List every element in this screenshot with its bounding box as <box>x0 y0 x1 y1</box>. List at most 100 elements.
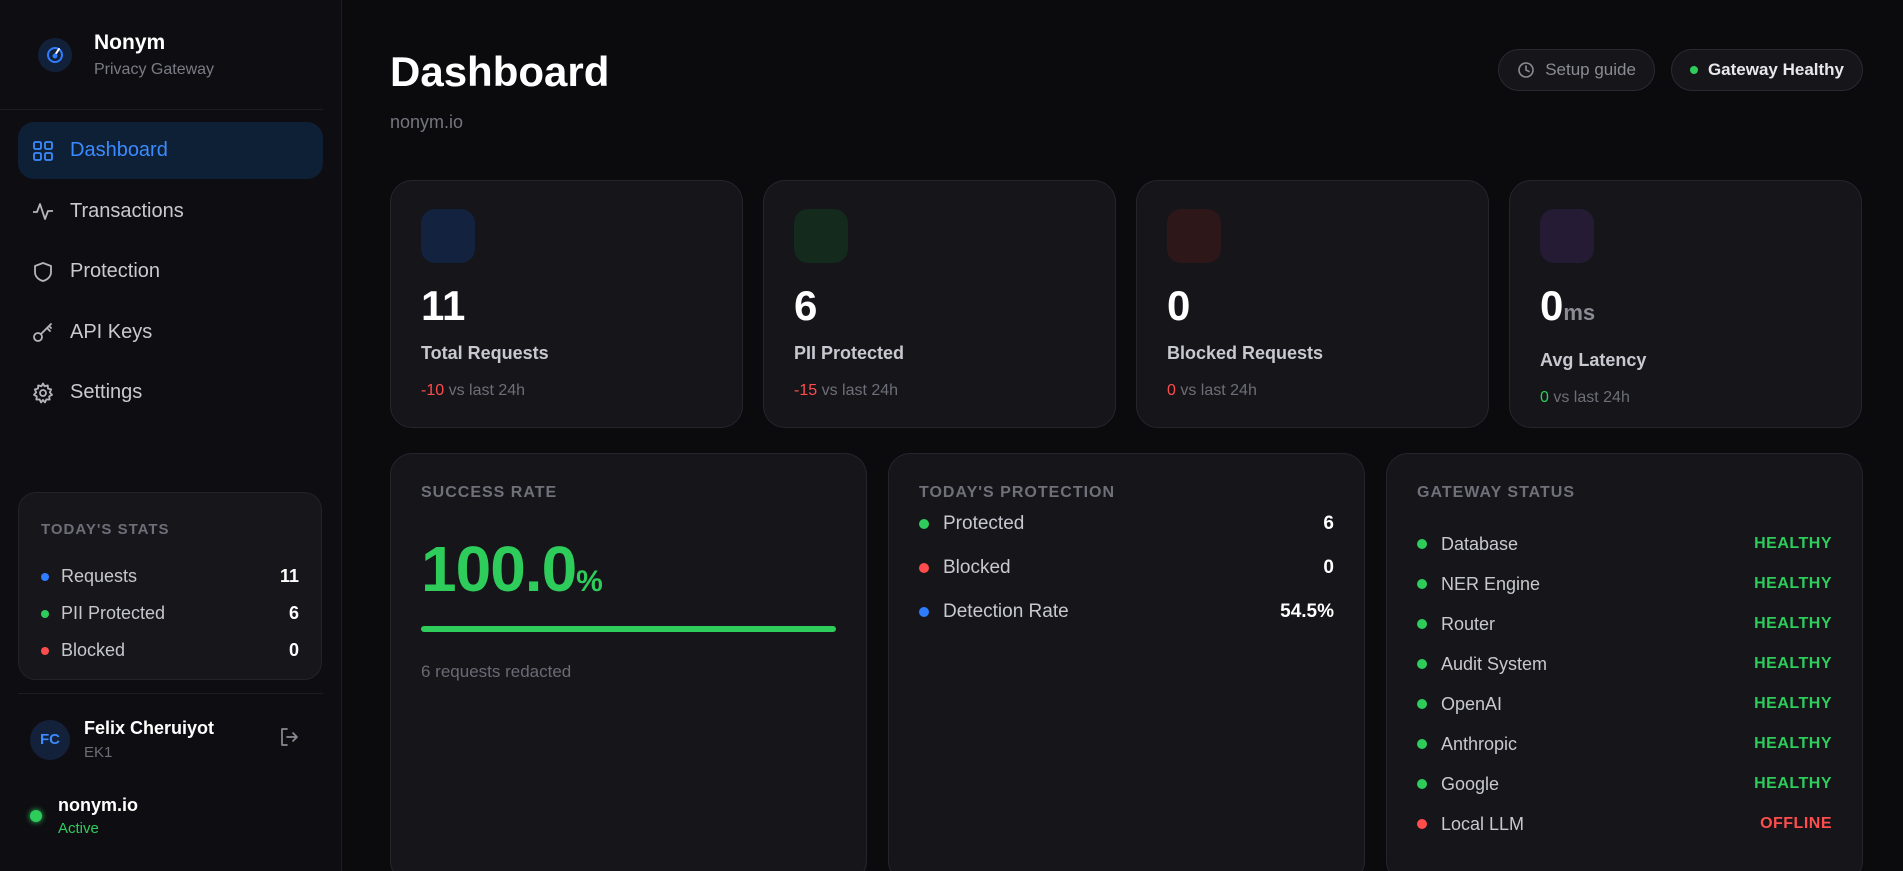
status-badge: HEALTHY <box>1754 655 1832 672</box>
page-subtitle: nonym.io <box>390 112 464 132</box>
avatar[interactable]: FC <box>30 719 70 760</box>
sidebar-item-api-keys[interactable]: API Keys <box>18 304 323 361</box>
gateway-row-audit-system: Audit System HEALTHY <box>1417 644 1832 684</box>
metric-delta: 0 vs last 24h <box>1167 382 1257 399</box>
metric-card-pii-protected: 6 PII Protected -15 vs last 24h <box>763 180 1116 428</box>
sidebar-item-protection[interactable]: Protection <box>18 243 323 300</box>
sidebar-item-dashboard[interactable]: Dashboard <box>18 122 323 179</box>
gateway-row-database: Database HEALTHY <box>1417 524 1832 564</box>
user-name: Felix Cheruiyot <box>84 718 215 738</box>
success-rate-note: 6 requests redacted <box>421 662 572 681</box>
gateway-row-ner-engine: NER Engine HEALTHY <box>1417 564 1832 604</box>
setup-guide-button[interactable]: Setup guide <box>1498 49 1655 91</box>
setup-guide-label: Setup guide <box>1545 60 1636 79</box>
sidebar-nav: Dashboard Transactions Protection API Ke… <box>0 110 341 421</box>
gateway-label: Router <box>1441 613 1496 634</box>
status-dot <box>919 563 929 573</box>
protection-label: Blocked <box>943 557 1011 578</box>
metric-icon <box>1540 209 1594 263</box>
protection-row-blocked: Blocked 0 <box>919 546 1334 590</box>
user-subtitle: EK1 <box>84 744 113 761</box>
stats-row-requests: Requests 11 <box>41 558 299 595</box>
status-badge: HEALTHY <box>1754 695 1832 712</box>
status-dot <box>1417 539 1427 549</box>
gateway-health-badge[interactable]: Gateway Healthy <box>1670 49 1863 91</box>
status-dot <box>41 572 49 581</box>
stats-label: Requests <box>61 566 138 586</box>
gateway-label: Local LLM <box>1441 813 1525 834</box>
main-content: Dashboard nonym.io Setup guide Gateway H… <box>342 0 1903 871</box>
status-badge: HEALTHY <box>1754 575 1832 592</box>
status-dot <box>1417 659 1427 669</box>
success-rate-bar <box>421 626 836 632</box>
success-rate-bar-fill <box>421 626 836 632</box>
gateway-row-local-llm: Local LLM OFFLINE <box>1417 804 1832 844</box>
stats-value: 6 <box>288 603 299 623</box>
gear-icon <box>33 382 53 403</box>
status-badge: HEALTHY <box>1754 535 1832 552</box>
gateway-label: Google <box>1441 773 1500 794</box>
status-dot <box>41 646 49 655</box>
page-title: Dashboard <box>390 48 610 95</box>
metric-card-total-requests: 11 Total Requests -10 vs last 24h <box>390 180 743 428</box>
metric-label: Total Requests <box>421 343 549 363</box>
panel-title: TODAY'S PROTECTION <box>919 484 1116 501</box>
status-badge: HEALTHY <box>1754 775 1832 792</box>
header-actions: Setup guide Gateway Healthy <box>1482 49 1863 91</box>
stats-row-pii-protected: PII Protected 6 <box>41 595 299 632</box>
gateway-row-anthropic: Anthropic HEALTHY <box>1417 724 1832 764</box>
sidebar-item-transactions[interactable]: Transactions <box>18 183 323 240</box>
status-dot <box>919 519 929 529</box>
brand-title: Nonym <box>94 30 166 54</box>
protection-label: Detection Rate <box>943 601 1069 622</box>
logout-icon[interactable] <box>278 726 300 753</box>
metric-label: Blocked Requests <box>1167 343 1324 363</box>
metric-label: Avg Latency <box>1540 350 1647 370</box>
divider <box>18 693 323 694</box>
stats-row-blocked: Blocked 0 <box>41 632 299 669</box>
brand-subtitle: Privacy Gateway <box>94 60 215 78</box>
protection-value: 54.5% <box>1280 601 1334 622</box>
gateway-label: Audit System <box>1441 653 1548 674</box>
gateway-row-google: Google HEALTHY <box>1417 764 1832 804</box>
key-icon <box>33 323 52 342</box>
brand[interactable]: Nonym Privacy Gateway <box>0 0 323 110</box>
sidebar-item-label: Dashboard <box>70 139 168 161</box>
status-dot <box>919 607 929 617</box>
sidebar-item-label: Settings <box>70 381 143 403</box>
gateway-label: OpenAI <box>1441 693 1503 714</box>
status-dot <box>1417 819 1427 829</box>
metric-card-avg-latency: 0ms Avg Latency 0 vs last 24h <box>1509 180 1862 428</box>
status-badge: OFFLINE <box>1760 815 1832 832</box>
protection-row-protected: Protected 6 <box>919 502 1334 546</box>
org-status: nonym.io Active <box>30 795 138 837</box>
success-rate-panel: SUCCESS RATE 100.0% 6 requests redacted <box>390 453 867 871</box>
status-dot <box>1689 66 1698 74</box>
status-dot <box>1417 579 1427 589</box>
metric-unit: ms <box>1563 300 1596 325</box>
gateway-row-router: Router HEALTHY <box>1417 604 1832 644</box>
metric-label: PII Protected <box>794 343 905 363</box>
metric-icon <box>794 209 848 263</box>
status-dot <box>41 609 49 618</box>
metric-value: 6 <box>794 282 818 329</box>
gateway-label: Anthropic <box>1441 733 1518 754</box>
metric-icon <box>1167 209 1221 263</box>
status-dot <box>1417 739 1427 749</box>
org-status-text: Active <box>58 820 99 837</box>
gateway-label: Database <box>1441 533 1519 554</box>
logo-icon <box>38 37 72 72</box>
sidebar-item-label: Transactions <box>70 199 184 222</box>
sidebar-item-label: API Keys <box>70 320 153 343</box>
gateway-status-list: Database HEALTHY NER Engine HEALTHY Rout… <box>1417 524 1832 844</box>
sidebar-item-settings[interactable]: Settings <box>18 364 323 421</box>
today-stats-title: TODAY'S STATS <box>41 521 170 538</box>
status-dot <box>1417 699 1427 709</box>
stats-label: Blocked <box>61 640 126 660</box>
user-profile: FC Felix Cheruiyot EK1 <box>30 718 310 761</box>
status-dot <box>30 810 42 822</box>
stats-value: 0 <box>288 640 299 660</box>
status-dot <box>1417 779 1427 789</box>
gateway-row-openai: OpenAI HEALTHY <box>1417 684 1832 724</box>
